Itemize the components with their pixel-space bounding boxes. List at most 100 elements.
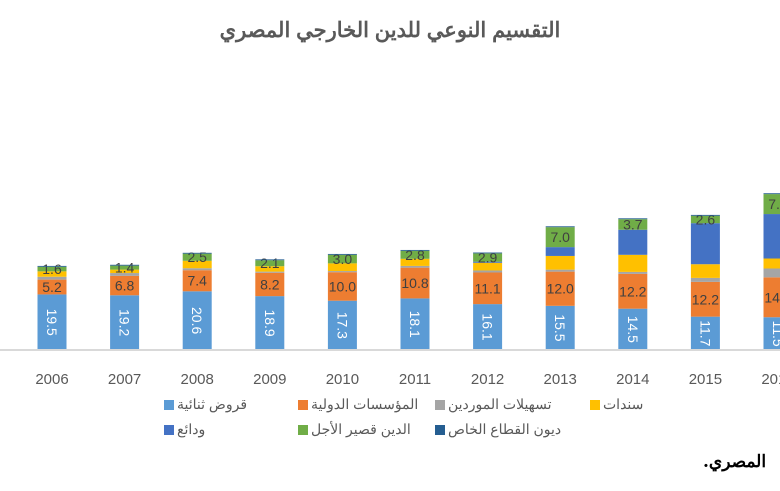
bar-segment (618, 271, 648, 274)
bar-segment (327, 272, 357, 301)
data-label: 20.6 (189, 307, 205, 334)
bar-segment (400, 250, 430, 259)
bar-segment (690, 281, 720, 317)
data-label: 14.0 (764, 289, 780, 305)
legend-item: ديون القطاع الخاص (435, 421, 561, 438)
bar-segment (255, 296, 285, 350)
data-label: 18.9 (262, 309, 278, 336)
data-label: 19.5 (44, 309, 60, 336)
bar-segment (37, 294, 67, 350)
bar-segment (110, 275, 140, 296)
bar-segment (327, 271, 357, 273)
bar-segment (763, 194, 780, 215)
legend-swatch (164, 424, 174, 435)
data-label: 12.2 (692, 291, 719, 307)
data-label: 7.0 (550, 229, 570, 245)
legend-swatch (590, 399, 600, 410)
data-label: 17.3 (334, 312, 350, 339)
x-tick-label: 2007 (108, 371, 141, 388)
legend-label: ودائع (177, 421, 206, 437)
data-label: 3.7 (623, 216, 643, 232)
data-label: 1.4 (115, 260, 135, 276)
data-label: 15.5 (552, 314, 568, 341)
bar-segment (545, 255, 575, 270)
data-label: 2.5 (187, 249, 207, 265)
bar-segment (763, 193, 780, 195)
data-label: 19.2 (117, 309, 133, 336)
bar-segment (763, 317, 780, 350)
bar-segment (473, 253, 503, 262)
data-label: 11.5 (770, 321, 780, 347)
legend-swatch (298, 424, 308, 435)
bar-segment (690, 214, 720, 216)
data-label: 2.8 (405, 247, 425, 263)
bar-segment (473, 262, 503, 271)
x-tick-label: 2015 (689, 371, 722, 388)
x-tick-label: 2011 (399, 371, 431, 388)
bar-segment (618, 229, 648, 255)
bar-segment (690, 277, 720, 282)
bar-segment (618, 254, 648, 272)
bar-segment (327, 300, 357, 350)
bar-segment (545, 247, 575, 256)
data-label: 14.5 (625, 316, 641, 343)
x-tick-label: 2016 (761, 371, 780, 388)
bar-segment (618, 308, 648, 350)
bar-segment (182, 268, 212, 271)
legend-item: ودائع (164, 421, 205, 438)
bar-segment (473, 270, 503, 273)
bar-segment (37, 265, 67, 267)
legend-item: سندات (590, 396, 643, 413)
x-tick-label: 2010 (326, 371, 359, 388)
data-label: 3.0 (333, 251, 353, 267)
legend-item: المؤسسات الدولية (298, 396, 418, 413)
bar-segment (473, 304, 503, 350)
data-label: 5.2 (42, 279, 62, 295)
bar-segment (400, 265, 430, 268)
bar-segment (690, 223, 720, 265)
bar-segment (473, 252, 503, 254)
bar-segment (763, 258, 780, 269)
bar-segment (545, 227, 575, 248)
chart-title: التقسيم النوعي للدين الخارجي المصري (219, 19, 561, 42)
legend-item: قروض ثنائية (164, 396, 247, 413)
data-label: 10.8 (401, 275, 428, 291)
bar-segment (110, 265, 140, 270)
data-label: 11.1 (474, 280, 500, 296)
bar-segment (327, 253, 357, 255)
data-label: 16.1 (480, 313, 496, 340)
bar-segment (545, 226, 575, 228)
legend-label: ديون القطاع الخاص (448, 421, 562, 437)
legend-label: سندات (603, 396, 644, 412)
bar-segment (37, 271, 67, 277)
bar-segment (255, 260, 285, 267)
bar-segment (255, 271, 285, 273)
bar-segment (618, 273, 648, 309)
x-tick-label: 2008 (181, 371, 214, 388)
bar-segment (182, 252, 212, 254)
bar-segment (473, 261, 503, 263)
legend-swatch (435, 424, 445, 435)
bar-segment (110, 264, 140, 266)
bar-segment (763, 268, 780, 278)
bar-segment (37, 276, 67, 280)
bar-segment (182, 270, 212, 292)
data-label: 1.6 (42, 261, 62, 277)
x-tick-label: 2013 (544, 371, 577, 388)
bar-segment (545, 305, 575, 350)
legend-label: الدين قصير الأجل (311, 421, 411, 437)
x-tick-label: 2014 (616, 371, 649, 388)
data-label: 6.8 (115, 278, 135, 294)
bar-segment (37, 266, 67, 272)
bar-segment (255, 259, 285, 261)
data-label: 7.4 (187, 273, 207, 289)
bar-segment (182, 291, 212, 350)
bar-segment (690, 264, 720, 278)
legend-label: قروض ثنائية (177, 396, 248, 412)
bar-segment (545, 271, 575, 306)
bar-segment (255, 272, 285, 297)
data-label: 11.7 (697, 320, 713, 346)
legend-swatch (435, 399, 445, 410)
data-label: 2.6 (696, 211, 716, 227)
bar-segment (182, 260, 212, 269)
